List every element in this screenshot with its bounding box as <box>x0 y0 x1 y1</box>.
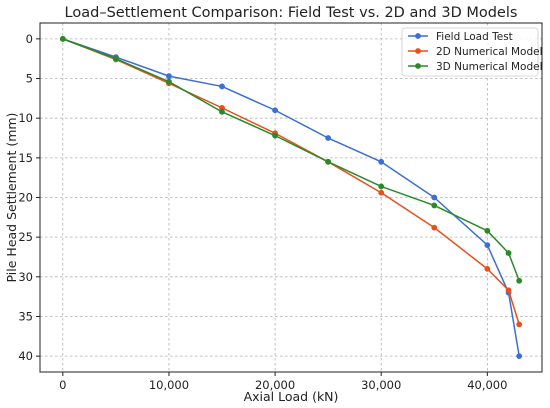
data-point-3d-numerical-model <box>272 132 278 139</box>
y-tick-label: 0 <box>26 32 33 46</box>
data-point-field-load-test <box>325 135 332 141</box>
legend: Field Load Test 2D Numerical Model 3D Nume… <box>401 27 543 77</box>
y-tick-label: 30 <box>18 270 33 284</box>
data-point-3d-numerical-model <box>325 158 332 165</box>
data-point-3d-numerical-model <box>431 202 438 209</box>
data-point-3d-numerical-model <box>484 227 491 234</box>
y-tick-label: 25 <box>18 230 33 244</box>
data-point-2d-numerical-model <box>378 189 385 196</box>
data-point-3d-numerical-model <box>59 35 66 42</box>
data-point-field-load-test <box>378 158 385 165</box>
data-point-3d-numerical-model <box>516 277 523 284</box>
series-3d-numerical-model <box>59 35 523 284</box>
legend-label-3d-numerical-model: 3D Numerical Model <box>436 61 543 73</box>
data-point-2d-numerical-model <box>219 104 225 111</box>
data-point-field-load-test <box>219 83 225 90</box>
legend-label-field-load-test: Field Load Test <box>436 31 513 43</box>
legend-marker-3d-numerical-model <box>415 63 421 69</box>
y-axis-label: Pile Head Settlement (mm) <box>4 113 19 283</box>
data-point-3d-numerical-model <box>112 55 119 62</box>
data-point-3d-numerical-model <box>378 183 385 190</box>
x-axis-label: Axial Load (kN) <box>244 389 339 404</box>
y-tick-label: 10 <box>18 111 33 125</box>
data-point-2d-numerical-model <box>516 321 523 328</box>
x-tick-label: 40,000 <box>467 378 507 392</box>
data-point-field-load-test <box>431 194 438 201</box>
data-point-3d-numerical-model <box>219 108 225 115</box>
y-tick-label: 40 <box>18 349 33 363</box>
series-layer <box>59 35 523 360</box>
legend-label-2d-numerical-model: 2D Numerical Model <box>436 46 543 58</box>
data-point-3d-numerical-model <box>505 250 512 256</box>
x-tick-label: 20,000 <box>255 378 295 392</box>
data-point-field-load-test <box>166 73 172 80</box>
data-point-2d-numerical-model <box>431 224 438 231</box>
y-tick-label: 5 <box>26 72 33 86</box>
tick-layer: 0 10,000 20,000 30,000 40,000 0 5 10 15 20 25 30 35 4… <box>18 32 507 392</box>
data-point-field-load-test <box>272 107 278 114</box>
data-point-3d-numerical-model <box>166 78 172 85</box>
legend-marker-field-load-test <box>415 33 421 39</box>
data-point-field-load-test <box>516 353 523 360</box>
legend-box <box>401 27 539 77</box>
series-line-2d-numerical-model <box>62 38 520 325</box>
x-tick-label: 0 <box>59 378 66 392</box>
x-tick-label: 30,000 <box>361 378 401 392</box>
y-tick-label: 15 <box>18 151 33 165</box>
data-point-field-load-test <box>484 242 491 248</box>
x-tick-label: 10,000 <box>149 378 189 392</box>
chart-title: Load–Settlement Comparison: Field Test v… <box>65 5 518 21</box>
y-tick-label: 35 <box>18 309 33 323</box>
legend-marker-2d-numerical-model <box>415 48 421 54</box>
y-tick-label: 20 <box>18 191 33 205</box>
series-2d-numerical-model <box>59 35 523 328</box>
data-point-2d-numerical-model <box>505 287 512 294</box>
series-field-load-test <box>59 35 523 360</box>
data-point-2d-numerical-model <box>484 265 491 272</box>
